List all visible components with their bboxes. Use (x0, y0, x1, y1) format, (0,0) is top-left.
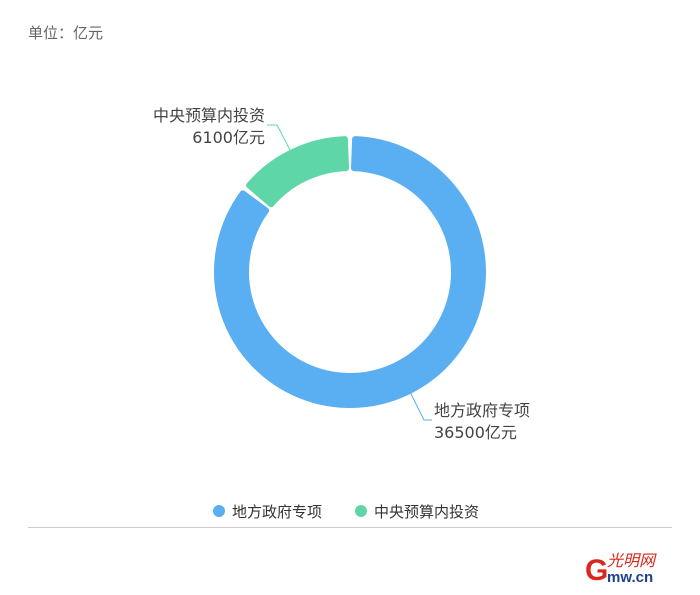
unit-label: 单位：亿元 (28, 24, 104, 42)
slice-label-name: 中央预算内投资 (153, 106, 265, 125)
svg-text:G: G (585, 554, 608, 587)
legend-label: 中央预算内投资 (374, 503, 479, 521)
legend: 地方政府专项 中央预算内投资 (213, 503, 479, 521)
label-local: 地方政府专项 36500亿元 (409, 391, 530, 442)
svg-text:光明网: 光明网 (607, 551, 657, 570)
legend-marker (355, 505, 367, 517)
leader-line (267, 124, 291, 151)
legend-item-local[interactable]: 地方政府专项 (213, 503, 322, 521)
donut-slice-0 (214, 136, 486, 408)
legend-label: 地方政府专项 (232, 503, 322, 521)
gmw-logo: G 光明网 mw.cn (585, 551, 657, 587)
label-central: 中央预算内投资 6100亿元 (153, 106, 291, 151)
legend-item-central[interactable]: 中央预算内投资 (355, 503, 479, 521)
divider (28, 527, 672, 528)
leader-line (409, 391, 432, 421)
legend-marker (213, 505, 225, 517)
slice-label-value: 6100亿元 (192, 128, 265, 147)
slice-label-value: 36500亿元 (434, 423, 517, 442)
donut-slice-1 (246, 136, 350, 208)
svg-text:mw.cn: mw.cn (607, 569, 653, 586)
slice-label-name: 地方政府专项 (434, 401, 530, 420)
